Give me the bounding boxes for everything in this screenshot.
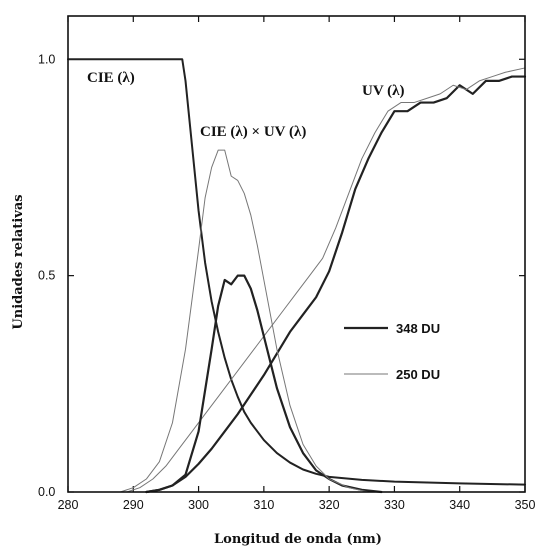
series-lines — [67, 58, 527, 494]
x-tick-label: 320 — [319, 498, 340, 512]
x-tick-label: 300 — [188, 498, 209, 512]
series-line-uv-348 — [145, 75, 527, 494]
annotation-product: CIE (λ) × UV (λ) — [200, 124, 306, 140]
x-tick-label: 310 — [253, 498, 274, 512]
x-tick-label: 350 — [515, 498, 536, 512]
x-tick-label: 330 — [384, 498, 405, 512]
y-tick-label: 0.5 — [38, 269, 55, 283]
legend-label-250: 250 DU — [396, 367, 440, 382]
annotation-cie: CIE (λ) — [87, 70, 135, 86]
y-axis-label: Unidades relativas — [11, 194, 26, 329]
x-tick-label: 290 — [123, 498, 144, 512]
series-line-product-348 — [145, 274, 383, 494]
y-tick-label: 0.0 — [38, 485, 55, 499]
legend-label-348: 348 DU — [396, 321, 440, 336]
series-line-cie — [67, 58, 526, 486]
series-line-product-250 — [119, 149, 369, 493]
x-tick-label: 280 — [58, 498, 79, 512]
y-tick-label: 1.0 — [38, 52, 55, 66]
axis-tick-labels: 280 290 300 310 320 330 340 350 0.0 0.5 1.0 — [38, 52, 535, 512]
legend: 348 DU 250 DU — [344, 321, 440, 382]
annotation-uv: UV (λ) — [362, 83, 405, 99]
plot-frame — [67, 15, 526, 493]
x-axis-label: Longitud de onda (nm) — [214, 532, 382, 547]
x-tick-label: 340 — [449, 498, 470, 512]
series-line-uv-250 — [126, 67, 526, 493]
